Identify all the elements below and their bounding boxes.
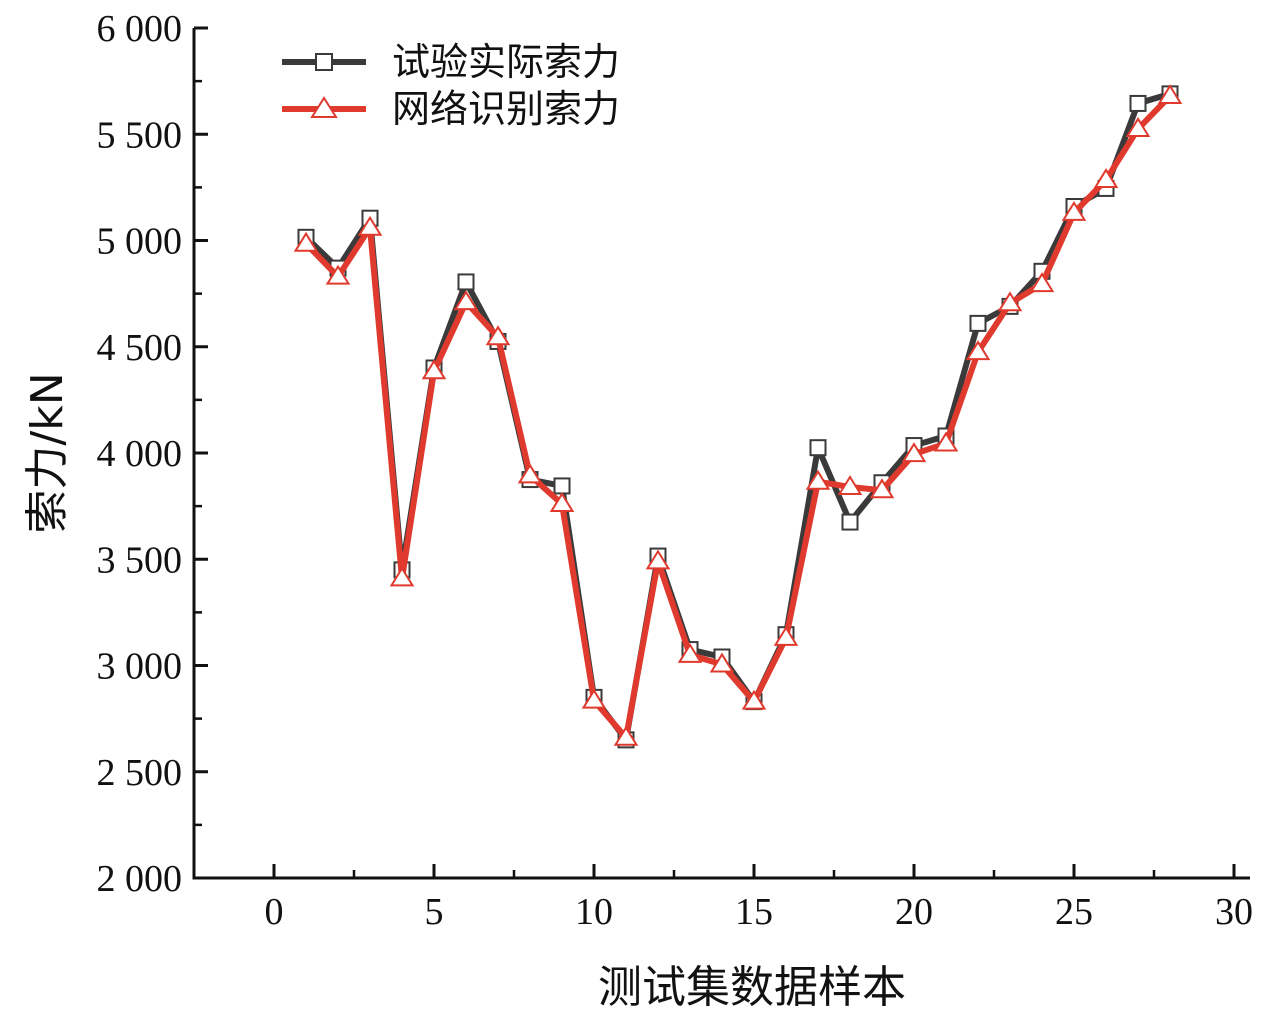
data-point-triangle — [581, 688, 607, 709]
data-point-square — [1129, 94, 1147, 112]
y-tick-label: 5 500 — [97, 114, 183, 156]
legend-square-marker — [315, 53, 333, 71]
data-point-triangle — [421, 359, 447, 380]
data-point-triangle — [933, 431, 959, 452]
data-point-triangle — [709, 652, 735, 673]
data-point-square — [457, 273, 475, 291]
y-tick-label: 4 000 — [97, 433, 183, 475]
x-tick-label: 20 — [895, 891, 933, 933]
data-point-square — [841, 513, 859, 531]
legend-triangle-marker — [310, 96, 338, 118]
legend-item-2: 网络识别索力 — [282, 87, 620, 131]
data-point-triangle — [741, 689, 767, 710]
data-point-square — [969, 314, 987, 332]
data-point-triangle — [677, 642, 703, 663]
data-point-triangle — [613, 725, 639, 746]
series-line — [303, 93, 1173, 741]
data-point-triangle — [1093, 168, 1119, 188]
x-tick-label: 5 — [425, 891, 444, 933]
data-point-triangle — [1125, 117, 1151, 137]
data-point-triangle — [1061, 200, 1087, 221]
data-point-triangle — [645, 549, 671, 570]
data-point-triangle — [325, 264, 351, 285]
x-tick-label: 10 — [575, 891, 613, 933]
y-tick-label: 2 500 — [97, 752, 183, 794]
series-2 — [293, 84, 1183, 746]
data-point-triangle — [805, 469, 831, 490]
legend-item-1: 试验实际索力 — [282, 40, 620, 84]
data-point-triangle — [485, 325, 511, 346]
data-point-square — [809, 439, 827, 457]
legend-label: 网络识别索力 — [392, 87, 620, 131]
legend-label: 试验实际索力 — [392, 40, 620, 84]
y-tick-label: 4 500 — [97, 327, 183, 369]
data-point-triangle — [837, 475, 863, 495]
y-tick-label: 6 000 — [97, 8, 183, 50]
x-tick-label: 30 — [1215, 891, 1253, 933]
data-point-triangle — [549, 492, 575, 512]
series-1 — [297, 85, 1179, 749]
data-point-triangle — [357, 215, 383, 236]
y-tick-label: 2 000 — [97, 858, 183, 900]
series-line — [303, 91, 1171, 743]
data-point-triangle — [901, 442, 927, 463]
data-point-triangle — [965, 340, 991, 361]
data-point-triangle — [773, 625, 799, 646]
axes: 2 000 2 500 3 000 3 500 4 000 4 500 5 000 5 500… — [97, 8, 1254, 933]
y-tick-label: 3 000 — [97, 646, 183, 688]
data-point-triangle — [869, 478, 895, 499]
data-point-triangle — [1029, 272, 1055, 293]
data-point-triangle — [389, 566, 415, 587]
data-point-triangle — [293, 231, 319, 252]
y-axis-title: 索力/kN — [22, 372, 73, 533]
y-tick-label: 5 000 — [97, 221, 183, 263]
x-tick-label: 25 — [1055, 891, 1093, 933]
data-point-triangle — [997, 291, 1023, 312]
data-point-triangle — [453, 290, 479, 311]
data-point-triangle — [517, 463, 543, 484]
data-point-triangle — [1157, 84, 1183, 104]
data-point-square — [553, 477, 571, 495]
x-axis-title: 测试集数据样本 — [598, 962, 906, 1013]
x-tick-label: 0 — [265, 891, 284, 933]
y-tick-label: 3 500 — [97, 539, 183, 581]
series-layer — [293, 84, 1183, 749]
x-tick-label: 15 — [735, 891, 773, 933]
